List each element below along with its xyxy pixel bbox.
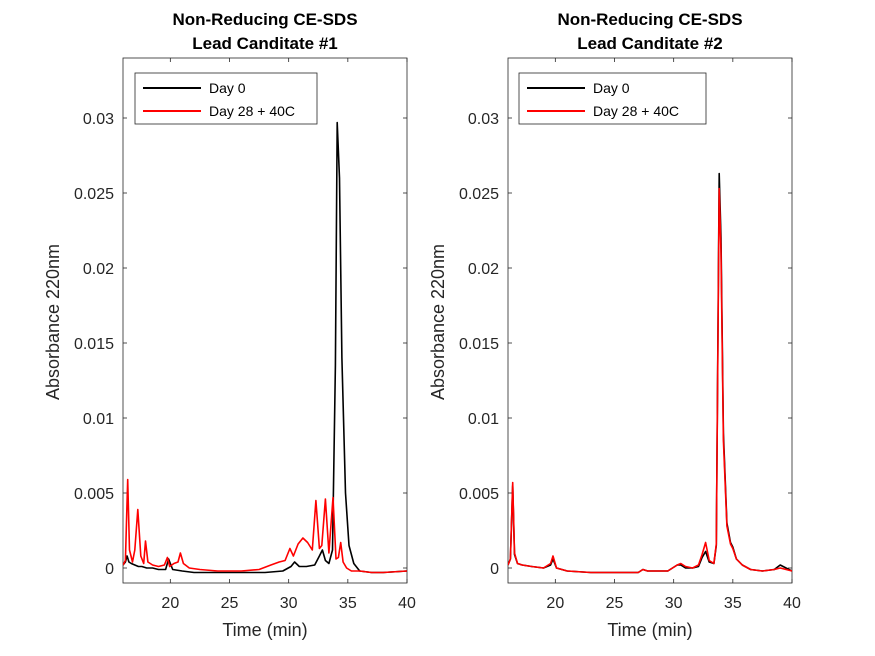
- y-tick-label: 0.02: [468, 261, 499, 278]
- chart-title: Non-Reducing CE-SDS: [557, 10, 742, 29]
- legend-label-day-0: Day 0: [593, 80, 630, 96]
- chart-subtitle: Lead Canditate #1: [192, 34, 338, 53]
- x-tick-label: 30: [665, 595, 683, 612]
- x-tick-label: 40: [398, 595, 416, 612]
- y-tick-label: 0.005: [74, 486, 114, 503]
- y-tick-label: 0.03: [83, 111, 114, 128]
- legend-label-day-28: Day 28 + 40C: [209, 103, 295, 119]
- x-tick-label: 40: [783, 595, 801, 612]
- series-line-day-28: [123, 478, 407, 574]
- plot-area: [507, 57, 793, 584]
- legend: Day 0 Day 28 + 40C: [518, 72, 707, 125]
- axis-ticks: 20 25 30 35 40 0 0.005 0.01 0.015 0.02 0.025 0.03: [74, 58, 416, 612]
- x-tick-label: 20: [546, 595, 564, 612]
- chart-title: Non-Reducing CE-SDS: [172, 10, 357, 29]
- x-tick-label: 20: [161, 595, 179, 612]
- y-tick-label: 0.025: [74, 186, 114, 203]
- y-tick-label: 0: [490, 561, 499, 578]
- chart-panel-candidate-1: Non-Reducing CE-SDS Lead Canditate #1 Ti…: [43, 10, 416, 640]
- axes-frame: [122, 57, 408, 584]
- y-tick-label: 0.02: [83, 261, 114, 278]
- legend-label-day-0: Day 0: [209, 80, 246, 96]
- x-tick-label: 35: [724, 595, 742, 612]
- axes-frame: [507, 57, 793, 584]
- x-tick-label: 35: [339, 595, 357, 612]
- series-line-day-0: [123, 121, 407, 574]
- chart-panel-candidate-2: Non-Reducing CE-SDS Lead Canditate #2 Ti…: [428, 10, 801, 640]
- x-axis-label: Time (min): [222, 620, 307, 640]
- axis-ticks: 20 25 30 35 40 0 0.005 0.01 0.015 0.02 0.025 0.03: [459, 58, 801, 612]
- legend-label-day-28: Day 28 + 40C: [593, 103, 679, 119]
- x-axis-label: Time (min): [607, 620, 692, 640]
- legend: Day 0 Day 28 + 40C: [134, 72, 318, 125]
- y-tick-label: 0.025: [459, 186, 499, 203]
- y-tick-label: 0.03: [468, 111, 499, 128]
- y-tick-label: 0: [105, 561, 114, 578]
- y-tick-label: 0.005: [459, 486, 499, 503]
- y-tick-label: 0.015: [459, 336, 499, 353]
- chart-subtitle: Lead Canditate #2: [577, 34, 723, 53]
- y-tick-label: 0.01: [83, 411, 114, 428]
- y-axis-label: Absorbance 220nm: [428, 244, 448, 400]
- x-tick-label: 25: [221, 595, 239, 612]
- x-tick-label: 25: [606, 595, 624, 612]
- series-line-day-28: [508, 187, 792, 574]
- y-axis-label: Absorbance 220nm: [43, 244, 63, 400]
- plot-area: [122, 57, 408, 584]
- y-tick-label: 0.01: [468, 411, 499, 428]
- x-tick-label: 30: [280, 595, 298, 612]
- y-tick-label: 0.015: [74, 336, 114, 353]
